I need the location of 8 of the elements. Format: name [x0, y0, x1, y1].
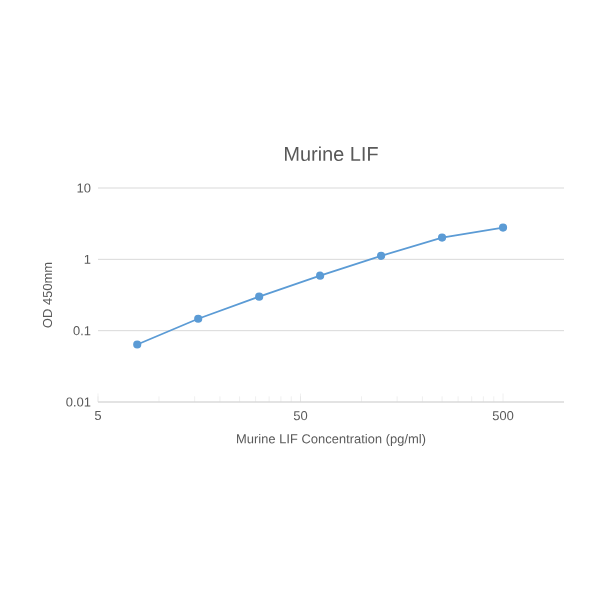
chart-title: Murine LIF: [285, 146, 378, 162]
point: [316, 271, 325, 280]
point: [498, 223, 508, 232]
point: [133, 340, 142, 349]
point: [377, 251, 386, 260]
point: [194, 314, 203, 323]
point: [437, 233, 447, 242]
point: [255, 292, 264, 301]
